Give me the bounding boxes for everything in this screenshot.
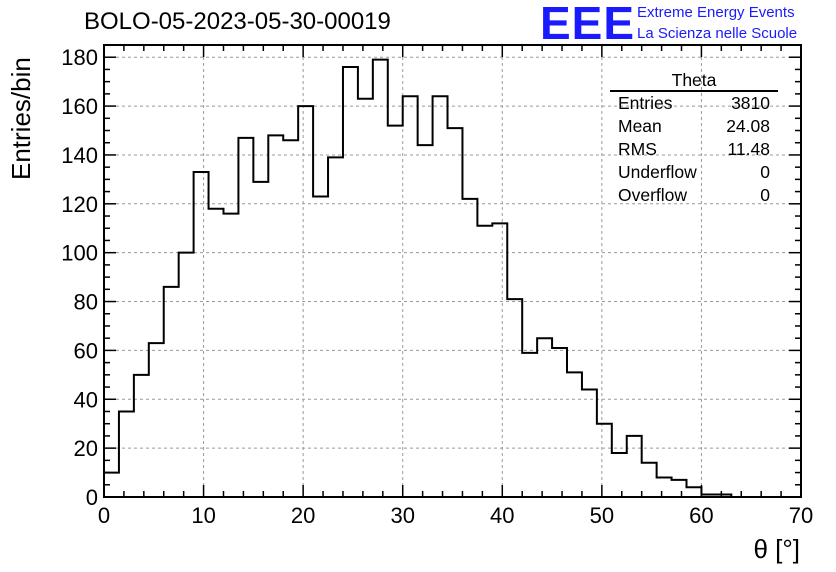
y-tick-label: 0 [86, 485, 98, 510]
x-tick-label: 40 [490, 503, 514, 528]
stats-row: RMS 11.48 [610, 138, 778, 161]
y-tick-label: 80 [74, 290, 98, 315]
y-tick-label: 100 [61, 241, 98, 266]
stats-title: Theta [610, 70, 778, 92]
stats-label: Mean [618, 116, 662, 136]
logo-line-2: La Scienza nelle Scuole [637, 25, 798, 42]
x-axis-label: θ [°] [753, 534, 800, 564]
stats-label: Overflow [618, 185, 688, 205]
tick-labels: 0 10 20 30 40 50 60 70 0 20 40 60 80 100 120 140 160 180 [61, 45, 813, 528]
y-tick-label: 40 [74, 387, 98, 412]
grid-lines [104, 45, 801, 497]
stats-value: 3810 [731, 93, 770, 113]
stats-label: Entries [618, 93, 673, 113]
y-tick-label: 120 [61, 192, 98, 217]
x-tick-label: 20 [291, 503, 315, 528]
stats-value: 0 [760, 162, 770, 182]
stats-value: 0 [760, 185, 770, 205]
y-tick-label: 140 [61, 143, 98, 168]
histogram-line [104, 58, 801, 498]
x-tick-label: 10 [191, 503, 215, 528]
stats-row: Overflow 0 [610, 184, 778, 207]
plot-frame [103, 44, 802, 498]
y-tick-label: 160 [61, 94, 98, 119]
y-tick-label: 180 [61, 45, 98, 70]
x-tick-label: 0 [98, 503, 110, 528]
stats-value: 24.08 [726, 116, 770, 136]
logo-line-1: Extreme Energy Events [637, 4, 795, 21]
stats-row: Mean 24.08 [610, 115, 778, 138]
y-tick-label: 20 [74, 436, 98, 461]
x-tick-label: 50 [590, 503, 614, 528]
x-tick-label: 30 [390, 503, 414, 528]
stats-row: Underflow 0 [610, 161, 778, 184]
stats-row: Entries 3810 [610, 92, 778, 115]
stats-label: RMS [618, 139, 657, 159]
stats-label: Underflow [618, 162, 697, 182]
chart-title: BOLO-05-2023-05-30-00019 [84, 8, 391, 35]
x-tick-label: 70 [789, 503, 813, 528]
y-tick-label: 60 [74, 338, 98, 363]
y-axis-label: Entries/bin [6, 57, 36, 180]
stats-box: Theta Entries 3810 Mean 24.08 RMS 11.48 Und… [610, 70, 778, 207]
x-tick-label: 60 [689, 503, 713, 528]
stats-value: 11.48 [727, 139, 771, 159]
eee-logo: EEE [540, 0, 636, 49]
